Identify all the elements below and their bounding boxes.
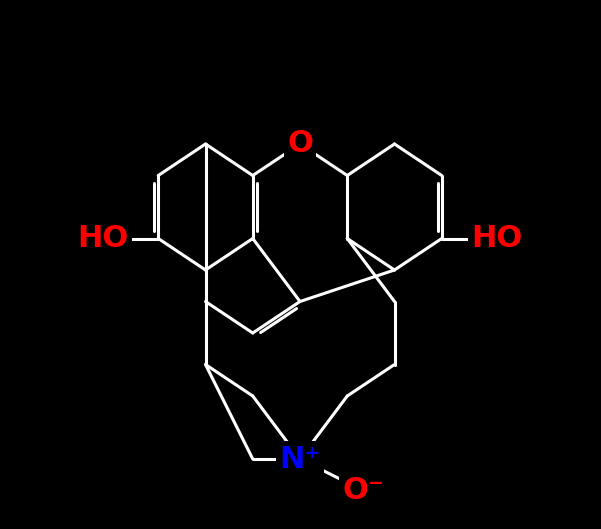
Text: N⁺: N⁺: [279, 444, 321, 473]
Text: O⁻: O⁻: [342, 476, 384, 505]
Text: HO: HO: [471, 224, 522, 253]
Text: HO: HO: [78, 224, 129, 253]
Text: O: O: [287, 130, 313, 159]
